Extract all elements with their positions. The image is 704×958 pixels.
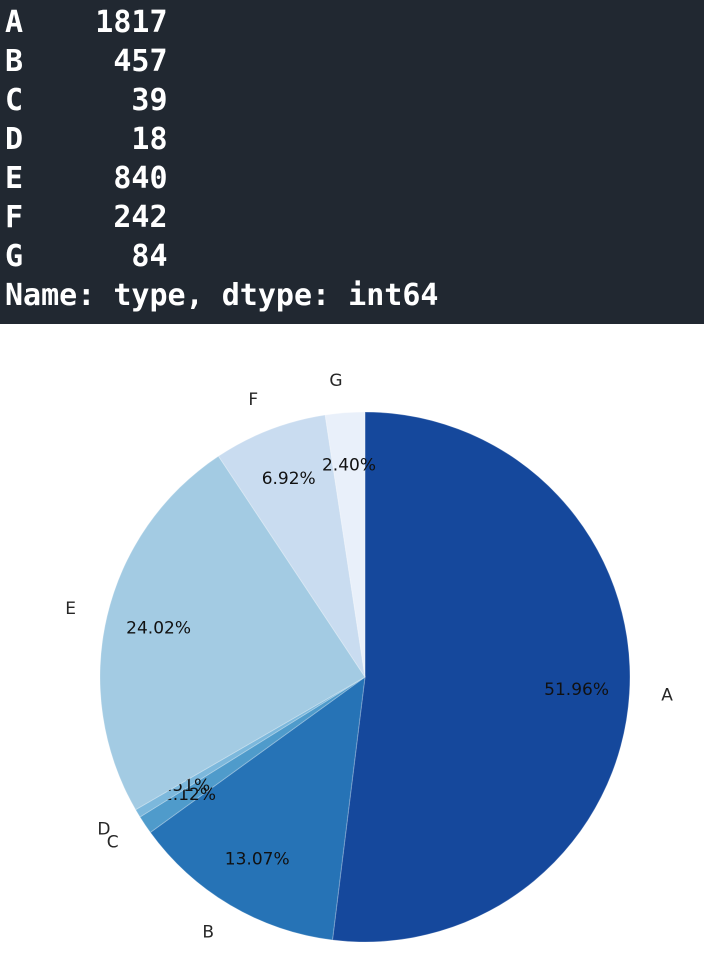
pie-chart-svg: 51.96% A13.07%B1.12%C0.51%D24.02%E6.92%F2… <box>65 371 673 943</box>
pie-chart-figure: 51.96% A 13.07% B 1.12% C 0.51% D 24.02% E 6.92% F 2… <box>0 324 704 958</box>
pie-category-label-A: A <box>661 685 673 705</box>
pie-category-label-G: G <box>329 371 342 391</box>
pie-pct-label-A: 51.96% <box>544 680 609 700</box>
pie-slice-G <box>324 411 366 678</box>
pie-category-label-C: C <box>107 833 119 853</box>
pie-category-label-D: D <box>97 820 110 840</box>
pie-slice-B <box>149 675 366 941</box>
pie-slice-E <box>99 455 366 811</box>
pie-pct-label-E: 24.02% <box>126 619 191 639</box>
pie-slice-F <box>217 414 366 678</box>
terminal-line: Name: type, dtype: int64 <box>5 278 439 313</box>
terminal-line: A 1817 <box>5 5 168 40</box>
pie-category-label-E: E <box>65 599 76 619</box>
pie-category-label-B: B <box>202 923 214 943</box>
terminal-line: E 840 <box>5 161 168 196</box>
pie-slice-D <box>134 676 366 818</box>
terminal-line: C 39 <box>5 83 168 118</box>
terminal-line: F 242 <box>5 200 168 235</box>
terminal-line: B 457 <box>5 44 168 79</box>
pie-category-label-F: F <box>248 390 258 410</box>
pie-slice-A <box>331 411 631 943</box>
terminal-line: D 18 <box>5 122 168 157</box>
pie-pct-label-B: 13.07% <box>225 850 290 870</box>
pie-pct-label-F: 6.92% <box>262 469 316 489</box>
terminal-output: A 1817 B 457 C 39 D 18 E 840 F 242 G 84 … <box>0 0 704 324</box>
pie-slice-C <box>139 676 366 834</box>
pie-pct-label-G: 2.40% <box>322 456 376 476</box>
terminal-line: G 84 <box>5 239 168 274</box>
